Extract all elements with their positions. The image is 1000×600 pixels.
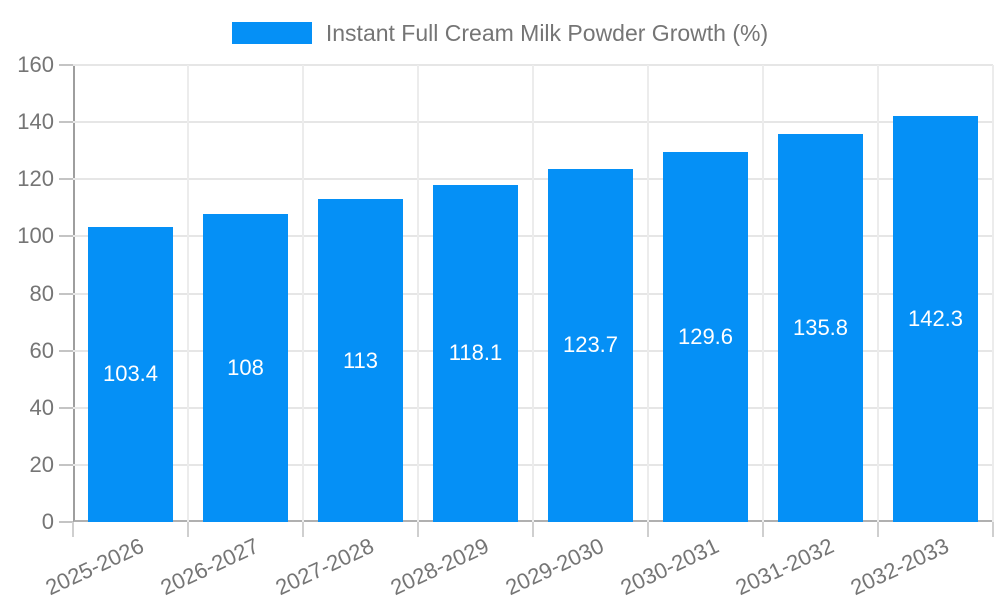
y-axis-tick — [59, 349, 73, 352]
bar-value-label: 113 — [342, 347, 379, 373]
bar-value-label: 129.6 — [677, 323, 734, 349]
bar[interactable] — [203, 213, 288, 522]
gridline-vertical — [877, 65, 879, 522]
gridline-vertical — [302, 65, 304, 522]
gridline-vertical — [532, 65, 534, 522]
x-axis-tick — [72, 522, 74, 537]
bar-value-label: 135.8 — [792, 315, 849, 341]
y-tick-label: 100 — [17, 223, 54, 249]
x-tick-label: 2025-2026 — [41, 533, 148, 600]
x-axis-tick — [647, 522, 649, 537]
y-tick-label: 0 — [41, 509, 54, 534]
x-axis-tick — [417, 522, 419, 537]
y-tick-label: 140 — [17, 109, 54, 135]
gridline-vertical — [187, 65, 189, 522]
y-axis-tick — [59, 463, 73, 466]
y-tick-label: 60 — [29, 337, 54, 363]
gridline-vertical — [992, 65, 994, 522]
bar-value-label: 108 — [227, 354, 264, 380]
y-axis-tick — [59, 521, 73, 523]
x-axis-tick — [992, 522, 994, 537]
y-tick-label: 160 — [17, 52, 54, 77]
bar-value-label: 123.7 — [562, 332, 619, 358]
bar[interactable] — [433, 184, 518, 522]
y-tick-label: 80 — [29, 280, 54, 306]
x-axis-tick — [532, 522, 534, 537]
y-axis-tick — [59, 121, 73, 124]
gridline-vertical — [417, 65, 419, 522]
bar[interactable] — [548, 168, 633, 522]
gridline-vertical — [762, 65, 764, 522]
x-axis-tick — [762, 522, 764, 537]
y-tick-label: 20 — [29, 451, 54, 477]
bar[interactable] — [88, 226, 173, 522]
x-axis-tick — [187, 522, 189, 537]
gridline-vertical — [647, 65, 649, 522]
bar[interactable] — [318, 199, 403, 522]
y-axis-tick — [59, 235, 73, 238]
bar-value-label: 118.1 — [448, 340, 503, 366]
x-axis-tick — [877, 522, 879, 537]
y-axis-tick — [59, 64, 73, 66]
y-axis-tick — [59, 292, 73, 295]
legend-label: Instant Full Cream Milk Powder Growth (%… — [325, 19, 769, 46]
y-axis-tick — [59, 406, 73, 409]
legend[interactable]: Instant Full Cream Milk Powder Growth (%… — [0, 19, 1000, 47]
bar-value-label: 103.4 — [102, 361, 159, 387]
bar[interactable] — [778, 134, 863, 522]
bar[interactable] — [893, 115, 978, 522]
x-axis-tick — [302, 522, 304, 537]
bar[interactable] — [663, 151, 748, 522]
bar-value-label: 142.3 — [907, 305, 964, 331]
y-axis-tick — [59, 178, 73, 181]
y-tick-label: 120 — [17, 166, 54, 192]
y-tick-label: 40 — [29, 394, 54, 420]
legend-swatch — [231, 22, 312, 44]
